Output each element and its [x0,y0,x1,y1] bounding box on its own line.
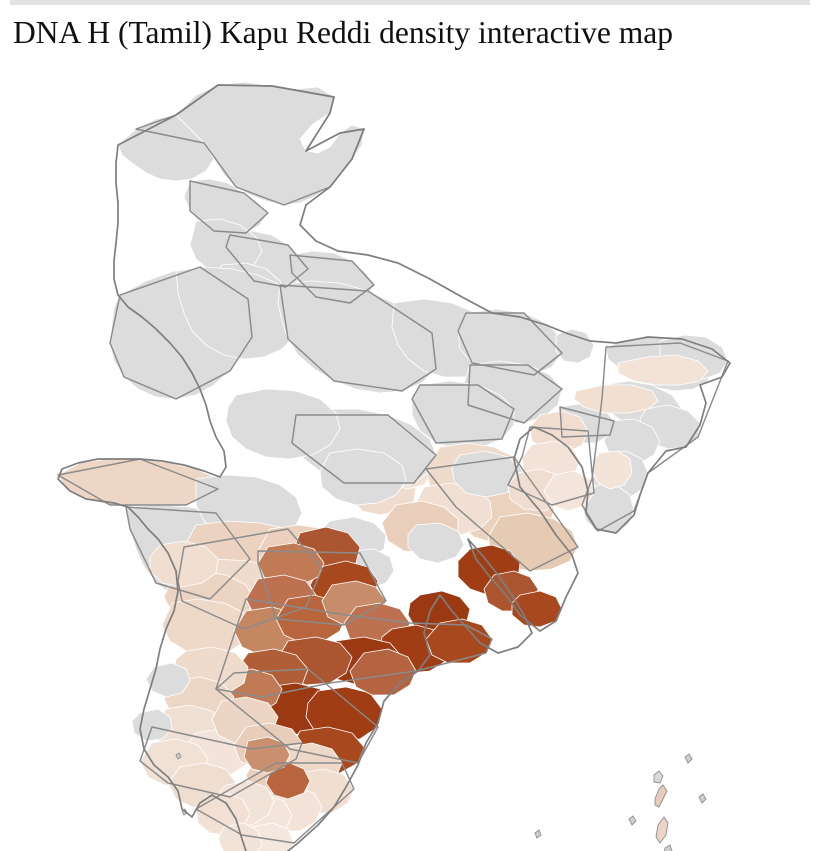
country-outline [57,84,731,851]
page-title: DNA H (Tamil) Kapu Reddi density interac… [13,15,674,50]
light-tint-districts-assam-valley[interactable] [573,354,709,490]
window-top-band [10,0,810,5]
india-choropleth-svg[interactable] [0,55,819,851]
map-canvas[interactable] [0,55,819,851]
westbengal-bihar-light-districts[interactable] [507,410,595,512]
